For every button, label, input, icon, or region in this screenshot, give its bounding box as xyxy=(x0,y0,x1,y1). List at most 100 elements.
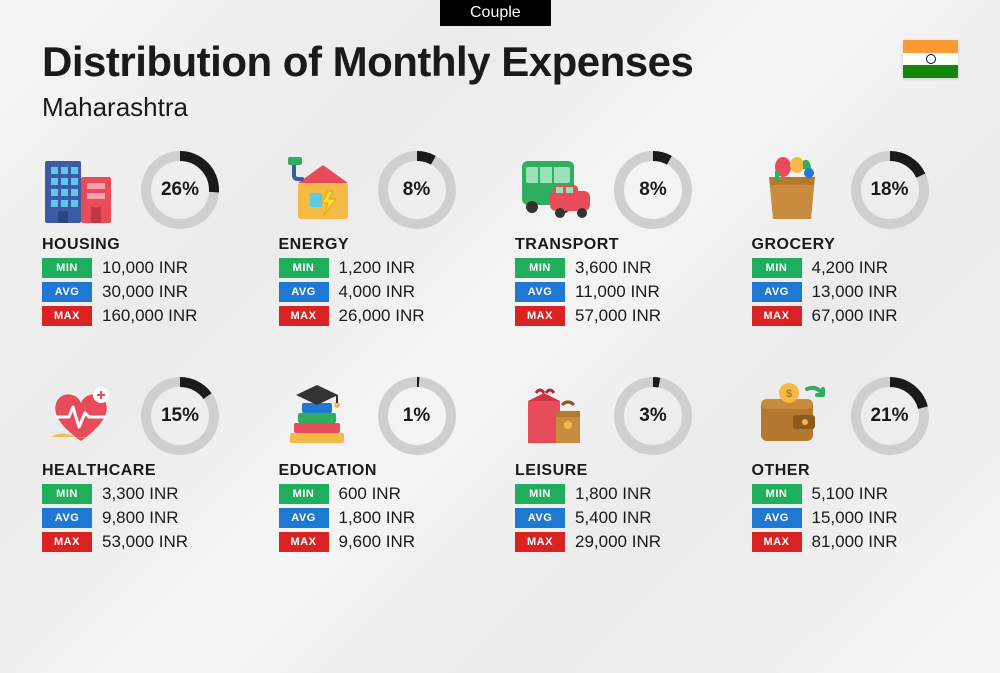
expense-card: 26% HOUSING MIN 10,000 INR AVG 30,000 IN… xyxy=(42,150,249,326)
percent-donut: 21% xyxy=(850,376,930,456)
percent-label: 3% xyxy=(613,376,693,456)
category-name: ENERGY xyxy=(279,236,486,254)
region-name: Maharashtra xyxy=(42,92,188,123)
min-value: 5,100 INR xyxy=(812,484,889,504)
min-badge: MIN xyxy=(42,484,92,504)
min-row: MIN 10,000 INR xyxy=(42,258,249,278)
category-name: TRANSPORT xyxy=(515,236,722,254)
max-row: MAX 160,000 INR xyxy=(42,306,249,326)
avg-value: 30,000 INR xyxy=(102,282,188,302)
expense-card: 8% ENERGY MIN 1,200 INR AVG 4,000 INR MA… xyxy=(279,150,486,326)
percent-donut: 18% xyxy=(850,150,930,230)
avg-value: 9,800 INR xyxy=(102,508,179,528)
percent-donut: 3% xyxy=(613,376,693,456)
min-value: 3,300 INR xyxy=(102,484,179,504)
percent-label: 21% xyxy=(850,376,930,456)
avg-row: AVG 1,800 INR xyxy=(279,508,486,528)
category-name: OTHER xyxy=(752,462,959,480)
min-value: 1,200 INR xyxy=(339,258,416,278)
avg-row: AVG 4,000 INR xyxy=(279,282,486,302)
avg-value: 13,000 INR xyxy=(812,282,898,302)
percent-label: 15% xyxy=(140,376,220,456)
expense-card: 1% EDUCATION MIN 600 INR AVG 1,800 INR M… xyxy=(279,376,486,552)
education-icon xyxy=(279,381,359,451)
avg-row: AVG 11,000 INR xyxy=(515,282,722,302)
max-badge: MAX xyxy=(279,306,329,326)
avg-badge: AVG xyxy=(515,282,565,302)
min-row: MIN 5,100 INR xyxy=(752,484,959,504)
min-value: 4,200 INR xyxy=(812,258,889,278)
india-flag-icon xyxy=(903,40,958,78)
min-row: MIN 1,200 INR xyxy=(279,258,486,278)
max-badge: MAX xyxy=(42,306,92,326)
max-row: MAX 9,600 INR xyxy=(279,532,486,552)
avg-row: AVG 30,000 INR xyxy=(42,282,249,302)
grocery-icon xyxy=(752,155,832,225)
percent-label: 8% xyxy=(377,150,457,230)
avg-badge: AVG xyxy=(515,508,565,528)
max-value: 9,600 INR xyxy=(339,532,416,552)
leisure-icon xyxy=(515,381,595,451)
max-badge: MAX xyxy=(752,306,802,326)
category-name: EDUCATION xyxy=(279,462,486,480)
max-value: 53,000 INR xyxy=(102,532,188,552)
min-value: 600 INR xyxy=(339,484,401,504)
max-row: MAX 57,000 INR xyxy=(515,306,722,326)
min-row: MIN 4,200 INR xyxy=(752,258,959,278)
category-name: LEISURE xyxy=(515,462,722,480)
avg-row: AVG 15,000 INR xyxy=(752,508,959,528)
expense-card: $ 21% OTHER MIN 5,100 INR AVG 15,000 INR… xyxy=(752,376,959,552)
avg-value: 15,000 INR xyxy=(812,508,898,528)
min-row: MIN 3,300 INR xyxy=(42,484,249,504)
max-value: 81,000 INR xyxy=(812,532,898,552)
max-value: 67,000 INR xyxy=(812,306,898,326)
percent-label: 26% xyxy=(140,150,220,230)
max-badge: MAX xyxy=(752,532,802,552)
avg-value: 1,800 INR xyxy=(339,508,416,528)
category-name: GROCERY xyxy=(752,236,959,254)
percent-donut: 26% xyxy=(140,150,220,230)
max-row: MAX 29,000 INR xyxy=(515,532,722,552)
max-value: 57,000 INR xyxy=(575,306,661,326)
household-tab: Couple xyxy=(440,0,551,26)
min-badge: MIN xyxy=(515,258,565,278)
min-badge: MIN xyxy=(515,484,565,504)
avg-badge: AVG xyxy=(752,508,802,528)
expense-card: 18% GROCERY MIN 4,200 INR AVG 13,000 INR… xyxy=(752,150,959,326)
avg-badge: AVG xyxy=(279,282,329,302)
max-badge: MAX xyxy=(42,532,92,552)
energy-icon xyxy=(279,155,359,225)
max-value: 29,000 INR xyxy=(575,532,661,552)
avg-row: AVG 9,800 INR xyxy=(42,508,249,528)
expense-grid: 26% HOUSING MIN 10,000 INR AVG 30,000 IN… xyxy=(42,150,958,552)
category-name: HEALTHCARE xyxy=(42,462,249,480)
max-badge: MAX xyxy=(279,532,329,552)
min-value: 10,000 INR xyxy=(102,258,188,278)
min-row: MIN 600 INR xyxy=(279,484,486,504)
building-icon xyxy=(42,155,122,225)
healthcare-icon xyxy=(42,381,122,451)
avg-row: AVG 13,000 INR xyxy=(752,282,959,302)
min-badge: MIN xyxy=(279,258,329,278)
max-value: 160,000 INR xyxy=(102,306,197,326)
wallet-icon: $ xyxy=(752,381,832,451)
max-value: 26,000 INR xyxy=(339,306,425,326)
percent-donut: 1% xyxy=(377,376,457,456)
max-row: MAX 67,000 INR xyxy=(752,306,959,326)
min-badge: MIN xyxy=(752,484,802,504)
percent-label: 1% xyxy=(377,376,457,456)
min-value: 3,600 INR xyxy=(575,258,652,278)
avg-value: 11,000 INR xyxy=(575,282,660,302)
percent-donut: 8% xyxy=(377,150,457,230)
min-badge: MIN xyxy=(752,258,802,278)
max-badge: MAX xyxy=(515,306,565,326)
expense-card: 3% LEISURE MIN 1,800 INR AVG 5,400 INR M… xyxy=(515,376,722,552)
percent-donut: 8% xyxy=(613,150,693,230)
avg-value: 4,000 INR xyxy=(339,282,416,302)
avg-badge: AVG xyxy=(279,508,329,528)
avg-badge: AVG xyxy=(752,282,802,302)
max-row: MAX 53,000 INR xyxy=(42,532,249,552)
max-row: MAX 26,000 INR xyxy=(279,306,486,326)
min-row: MIN 3,600 INR xyxy=(515,258,722,278)
avg-value: 5,400 INR xyxy=(575,508,652,528)
